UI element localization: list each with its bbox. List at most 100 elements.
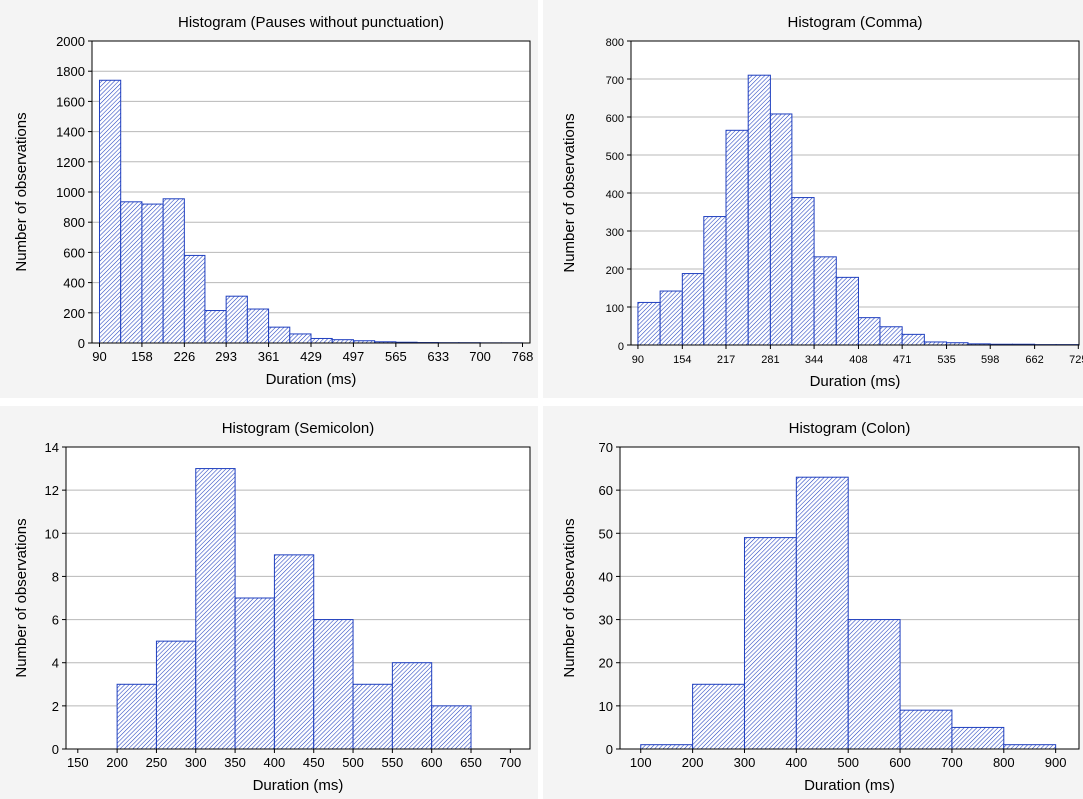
histogram-bar [899,709,953,750]
histogram-bar [835,276,859,346]
histogram-bar [431,705,472,750]
x-tick-label: 565 [385,349,407,364]
y-tick-label: 600 [606,113,624,125]
y-tick-label: 50 [599,526,613,541]
x-tick-label: 725 [1069,354,1083,366]
y-tick-label: 300 [606,227,624,239]
histogram-bar [692,683,745,750]
y-tick-label: 6 [52,613,59,628]
y-tick-label: 70 [599,440,613,455]
histogram-bar [246,308,270,344]
chart-title: Histogram (Colon) [789,420,911,437]
x-tick-label: 100 [630,755,652,770]
y-tick-label: 200 [606,265,624,277]
x-tick-label: 400 [264,755,286,770]
x-tick-label: 200 [106,755,128,770]
y-axis-label: Number of observations [13,112,30,271]
histogram-bar [1003,744,1057,750]
histogram-bar [879,326,903,346]
histogram-bar [234,597,275,750]
histogram-bar [116,683,157,750]
y-tick-label: 800 [63,215,85,230]
histogram-chart-colon: Histogram (Colon) 0 10 20 30 40 50 60 70 100 200 30… [561,420,1080,794]
y-tick-label: 2000 [56,34,85,49]
chart-title: Histogram (Comma) [787,14,922,31]
y-axis-label: Number of observations [561,113,578,272]
y-tick-label: 0 [78,336,85,351]
plot-frame [630,40,1080,346]
x-tick-label: 500 [342,755,364,770]
histogram-bar [141,203,164,344]
y-tick-label: 0 [52,742,59,757]
y-axis-label: Number of observations [13,518,30,677]
y-tick-label: 200 [63,306,85,321]
y-tick-label: 0 [606,742,613,757]
y-tick-label: 10 [599,699,613,714]
y-tick-label: 4 [52,656,59,671]
histogram-bar [769,113,793,346]
x-tick-label: 226 [173,349,195,364]
histogram-bar [273,554,315,750]
chart-title: Histogram (Pauses without punctuation) [178,14,444,31]
histogram-bar [747,74,771,346]
y-tick-label: 10 [45,526,59,541]
histogram-bar [204,310,227,344]
histogram-panel-pauses: Histogram (Pauses without punctuation) 0 2… [0,0,538,398]
y-tick-label: 800 [606,37,624,49]
x-tick-label: 158 [131,349,153,364]
y-tick-label: 400 [606,189,624,201]
histogram-bar [313,619,354,750]
y-tick-label: 30 [599,613,613,628]
x-tick-label: 497 [343,349,365,364]
histogram-bar [791,197,815,346]
x-tick-label: 535 [937,354,955,366]
y-tick-label: 400 [63,276,85,291]
y-tick-label: 100 [606,303,624,315]
histogram-bar [391,662,433,750]
y-tick-label: 40 [599,569,613,584]
histogram-bar [857,317,881,346]
histogram-bar [901,333,925,346]
histogram-bar [681,273,705,346]
chart-title: Histogram (Semicolon) [222,420,375,437]
histogram-bar [352,683,393,750]
x-tick-label: 350 [224,755,246,770]
x-tick-label: 900 [1045,755,1067,770]
y-tick-label: 600 [63,245,85,260]
histogram-bar [659,290,683,346]
x-tick-label: 700 [499,755,521,770]
y-tick-label: 20 [599,656,613,671]
histogram-bar [195,468,236,750]
histogram-bar [743,537,797,750]
plot-frame [619,446,1080,750]
x-tick-label: 90 [632,354,644,366]
x-tick-label: 344 [805,354,823,366]
x-tick-label: 600 [889,755,911,770]
y-tick-label: 500 [606,151,624,163]
histogram-chart-comma: Histogram (Comma) 0 100 200 300 400 500 600 700 8… [561,14,1083,390]
histogram-bar [289,333,312,344]
histogram-panel-comma: Histogram (Comma) 0 100 200 300 400 500 600 700 8… [543,0,1083,398]
x-tick-label: 250 [146,755,168,770]
x-tick-label: 300 [185,755,207,770]
x-axis-label: Duration (ms) [253,777,344,794]
x-tick-label: 700 [469,349,491,364]
y-tick-label: 1200 [56,155,85,170]
y-tick-label: 14 [45,440,59,455]
histogram-bar [162,198,185,344]
histogram-bar [183,254,206,344]
histogram-panel-semicolon: Histogram (Semicolon) 0 2 4 6 8 10 12 14 150 200 25… [0,406,538,799]
x-tick-label: 598 [981,354,999,366]
x-tick-label: 800 [993,755,1015,770]
y-tick-label: 1400 [56,125,85,140]
y-tick-label: 1800 [56,64,85,79]
histogram-bar [155,640,197,750]
x-tick-label: 500 [837,755,859,770]
histogram-bar [847,619,901,750]
plot-frame [91,40,531,344]
x-tick-label: 293 [215,349,237,364]
histogram-chart-pauses: Histogram (Pauses without punctuation) 0 2… [13,14,533,388]
histogram-bar [703,216,727,346]
x-axis-label: Duration (ms) [810,373,901,390]
histogram-bar [813,256,837,346]
